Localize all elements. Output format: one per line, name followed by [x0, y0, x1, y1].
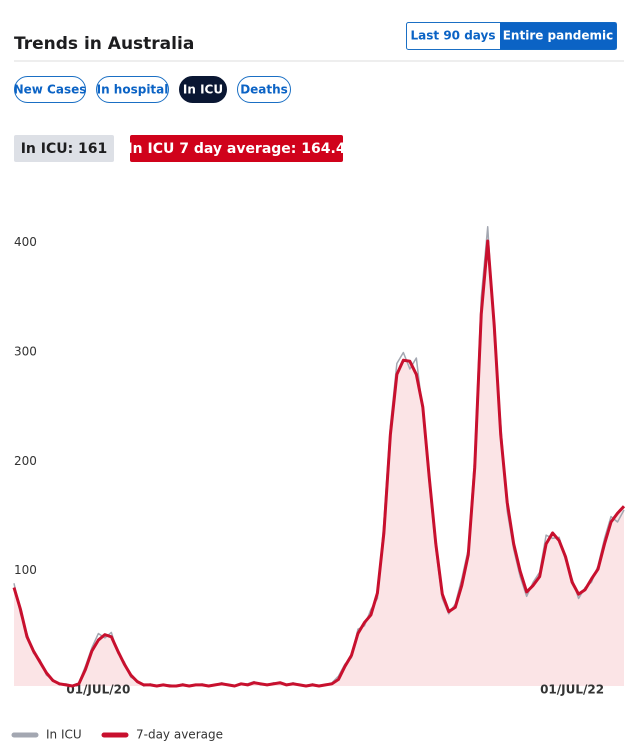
y-tick-label: 300: [14, 345, 37, 359]
x-tick-label: 01/JUL/22: [540, 683, 604, 697]
series-line: [12, 239, 626, 688]
tab[interactable]: [96, 76, 169, 103]
tab-label[interactable]: New Cases: [14, 83, 87, 97]
tab[interactable]: [237, 76, 291, 103]
badge-label: In ICU: 161: [21, 141, 108, 157]
plot: 100 200 300 400 01/JUL/20 01/JUL/22 In ICU 7-da…: [11, 226, 626, 742]
tab[interactable]: [14, 76, 86, 103]
page-title: Trends in Australia: [14, 34, 194, 54]
badge: [14, 135, 114, 162]
area: [14, 241, 624, 686]
range-active[interactable]: [500, 22, 617, 50]
x-tick-label: 01/JUL/20: [66, 683, 130, 697]
legend-label: 7-day average: [136, 728, 223, 742]
badge-label: In ICU 7 day average: 164.4: [127, 141, 345, 157]
tab-label[interactable]: Deaths: [240, 83, 288, 97]
tab-label[interactable]: In ICU: [183, 83, 223, 97]
y-tick-label: 400: [14, 235, 37, 249]
range-button[interactable]: Last 90 days: [411, 29, 496, 43]
y-tick-label: 200: [14, 454, 37, 468]
legend-label: In ICU: [46, 728, 82, 742]
range-button[interactable]: Entire pandemic: [503, 29, 614, 43]
tab-label[interactable]: In hospital: [97, 83, 169, 97]
tab-active[interactable]: [179, 76, 227, 103]
y-tick-label: 100: [14, 563, 37, 577]
badge: [130, 135, 343, 162]
